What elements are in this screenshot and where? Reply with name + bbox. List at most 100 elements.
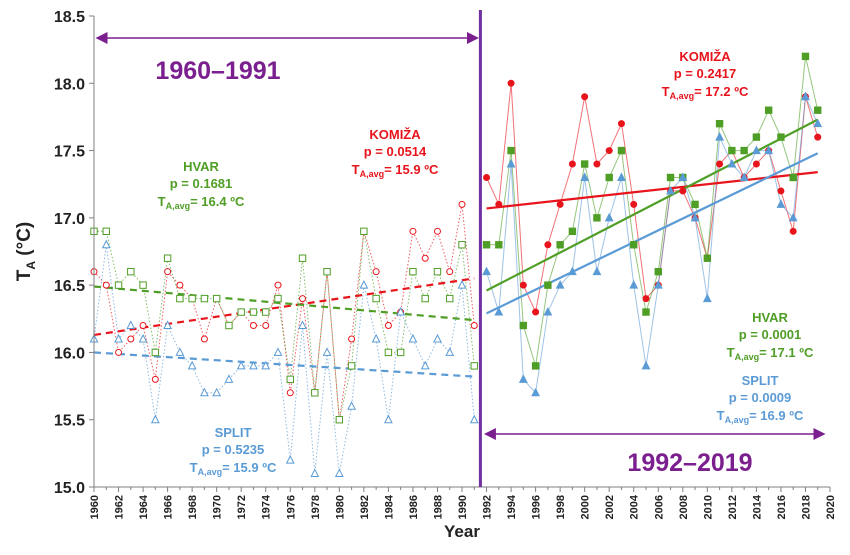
komiza-point-2004	[630, 200, 638, 208]
y-tick-label: 16.5	[54, 278, 85, 295]
split-point-1985	[396, 306, 406, 316]
x-tick-label: 1976	[285, 495, 297, 519]
komiza-point-2001	[593, 160, 601, 168]
hvar-point-2016	[777, 133, 785, 141]
split-point-1990	[457, 280, 467, 289]
komiza-point-2008	[679, 187, 687, 195]
komiza-point-1967	[176, 281, 184, 289]
y-tick-label: 16.0	[54, 345, 85, 362]
komiza-point-2019	[814, 133, 822, 141]
x-tick-label: 1998	[555, 495, 567, 519]
split-point-1987	[420, 360, 430, 370]
hvar-point-1994	[507, 146, 515, 155]
hvar-point-1999	[568, 227, 577, 236]
komiza-point-2011	[716, 160, 724, 168]
komiza-tavg-value: TA,avg= 17.2 ºC	[662, 84, 749, 101]
komiza-point-1989	[446, 268, 454, 276]
komiza-point-1986	[409, 227, 417, 235]
hvar-point-2014	[752, 133, 761, 141]
y-axis-title: TA (°C)	[14, 222, 38, 282]
split-trend-1960-1991	[93, 351, 475, 378]
hvar-point-2012	[728, 146, 736, 155]
hvar-point-1996	[531, 362, 540, 370]
hvar-point-2010	[703, 254, 712, 262]
x-tick-label: 2010	[702, 495, 714, 519]
hvar-point-2015	[764, 106, 773, 114]
komiza-stats-period-1: KOMIŽA p = 0.0514 TA,avg= 15.9 ºC	[352, 127, 439, 179]
hvar-point-2007	[666, 173, 675, 182]
komiza-point-1983	[372, 268, 380, 276]
komiza-name-label: KOMIŽA	[679, 49, 731, 64]
hvar-point-1976	[286, 375, 294, 384]
split-point-1998	[555, 280, 565, 289]
x-tick-label: 1994	[506, 494, 518, 519]
split-point-1976	[285, 454, 295, 464]
x-tick-label: 1978	[310, 495, 322, 519]
split-line-1960-1991	[93, 244, 475, 474]
split-point-1999	[567, 266, 577, 276]
split-point-2011	[715, 132, 725, 141]
x-tick-label: 2018	[800, 495, 812, 519]
komiza-point-1990	[458, 200, 466, 208]
x-tick-label: 1984	[383, 494, 395, 519]
x-tick-label: 2020	[825, 495, 837, 519]
x-tick-label: 1962	[114, 495, 126, 519]
split-point-1963	[126, 320, 136, 330]
hvar-point-2009	[691, 200, 699, 209]
hvar-point-1990	[458, 241, 466, 249]
hvar-point-2000	[580, 160, 589, 168]
hvar-point-1997	[544, 281, 552, 289]
split-point-1972	[236, 360, 246, 370]
split-point-1965	[150, 414, 160, 424]
split-point-1980	[334, 468, 344, 478]
x-tick-label: 1964	[138, 494, 150, 519]
hvar-point-1987	[421, 294, 429, 303]
split-point-1979	[322, 347, 332, 356]
split-point-1974	[261, 360, 271, 370]
split-point-1993	[494, 306, 504, 316]
hvar-line-1960-1991	[94, 230, 475, 420]
komiza-tavg-value: TA,avg= 15.9 ºC	[352, 162, 439, 179]
split-point-1973	[249, 360, 258, 370]
komiza-stats-period-2: KOMIŽA p = 0.2417 TA,avg= 17.2 ºC	[662, 49, 749, 101]
komiza-point-2016	[777, 187, 785, 195]
x-tick-label: 2016	[776, 495, 788, 519]
komiza-point-2000	[581, 93, 589, 101]
split-point-2012	[727, 158, 737, 168]
x-tick-label: 1970	[212, 495, 224, 519]
x-tick-label: 2014	[751, 494, 763, 519]
komiza-point-1975	[274, 281, 282, 289]
y-tick-label: 18.5	[54, 9, 85, 26]
split-point-1961	[101, 239, 111, 249]
hvar-point-1978	[311, 389, 319, 397]
split-point-1977	[298, 320, 307, 330]
hvar-name-label: HVAR	[183, 159, 219, 174]
komiza-point-1997	[544, 241, 552, 249]
hvar-point-1995	[519, 321, 528, 330]
komiza-point-1995	[519, 281, 527, 289]
hvar-point-1984	[384, 348, 393, 357]
komiza-trend-1960-1991	[93, 277, 475, 337]
komiza-point-1973	[249, 322, 257, 330]
split-line-1992-2019	[486, 94, 819, 394]
hvar-point-2018	[801, 52, 810, 61]
x-tick-label: 1980	[334, 495, 346, 519]
hvar-point-1970	[212, 294, 221, 303]
komiza-point-2017	[789, 227, 797, 235]
komiza-name-label: KOMIŽA	[369, 127, 421, 142]
hvar-point-2001	[593, 214, 601, 222]
y-tick-label: 17.0	[54, 211, 85, 228]
split-point-2005	[641, 360, 651, 370]
hvar-point-1993	[495, 241, 503, 249]
split-name-label: SPLIT	[215, 425, 252, 440]
split-point-1964	[138, 333, 148, 343]
hvar-point-1974	[262, 308, 270, 316]
x-tick-label: 1990	[457, 495, 469, 519]
komiza-p-value: p = 0.2417	[674, 66, 737, 81]
hvar-point-1983	[372, 294, 380, 303]
x-tick-label: 1982	[359, 495, 371, 519]
hvar-line-1992-2019	[486, 56, 819, 367]
hvar-point-1965	[151, 348, 160, 357]
komiza-point-1962	[115, 348, 123, 356]
x-tick-label: 1966	[163, 495, 175, 519]
